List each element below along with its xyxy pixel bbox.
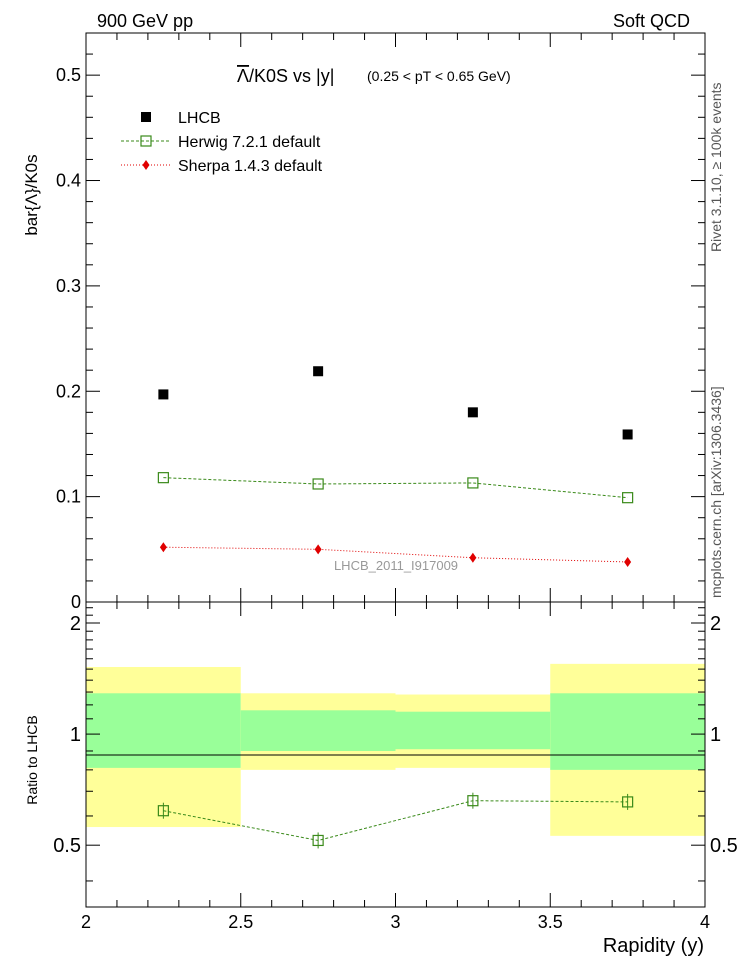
- main-series-0-point-3: [622, 429, 633, 440]
- ratio-xtick-label-3: 3.5: [538, 912, 563, 932]
- main-series-2-point-0: [159, 542, 167, 553]
- ratio-ytick-label-right-2: 2: [710, 613, 721, 635]
- main-ytick-label-1: 0.1: [56, 487, 81, 507]
- main-series-0-point-1: [313, 366, 324, 377]
- main-series-2-point-2: [469, 552, 477, 563]
- mcplots-label: mcplots.cern.ch [arXiv:1306.3436]: [708, 386, 724, 598]
- ratio-series-0-point-3: [622, 796, 634, 808]
- ratio-band-inner-3: [550, 693, 705, 770]
- legend: LHCB Herwig 7.2.1 default Sherpa 1.4.3 def…: [121, 110, 323, 175]
- main-ylabel: bar{Λ}/K0s: [22, 154, 41, 235]
- ratio-series-0-point-2: [467, 795, 479, 807]
- main-series-line-1: [163, 477, 628, 499]
- ratio-series-0-point-1: [312, 834, 324, 847]
- ratio-xtick-label-0: 2: [81, 912, 91, 932]
- main-series-2-point-3: [624, 556, 632, 567]
- main-series-1-point-3: [622, 492, 634, 504]
- main-ytick-label-5: 0.5: [56, 65, 81, 85]
- ratio-series-line-0: [163, 800, 628, 841]
- ratio-ytick-label-right-1: 1: [710, 724, 721, 746]
- chart-subtitle: (0.25 < pT < 0.65 GeV): [367, 68, 511, 84]
- header-right: Soft QCD: [613, 11, 690, 31]
- ratio-ylabel: Ratio to LHCB: [24, 715, 40, 804]
- main-series-1-point-1: [312, 478, 324, 490]
- ratio-band-inner-1: [240, 710, 396, 751]
- chart-title-rest: /K0S vs |y|: [249, 66, 334, 86]
- main-series-1-point-0: [157, 472, 169, 484]
- chart-title: Λ/K0S vs |y|: [237, 66, 334, 86]
- main-series-0-point-0: [158, 389, 169, 400]
- ratio-band-inner-0: [86, 693, 241, 768]
- legend-label-2: Sherpa 1.4.3 default: [178, 158, 323, 175]
- main-series-1-point-2: [467, 477, 479, 489]
- rivet-label: Rivet 3.1.10, ≥ 100k events: [708, 82, 724, 252]
- legend-marker-0: [141, 112, 151, 122]
- ratio-ytick-label-0: 0.5: [53, 835, 81, 857]
- legend-label-0: LHCB: [178, 110, 221, 127]
- main-ytick-label-2: 0.2: [56, 381, 81, 401]
- ratio-series-0-point-0: [157, 805, 169, 817]
- main-series-2-point-1: [314, 544, 322, 555]
- legend-marker-1: [140, 135, 152, 147]
- ratio-band-inner-2: [395, 711, 551, 750]
- ratio-ytick-label-2: 2: [70, 613, 81, 635]
- ratio-xtick-label-4: 4: [700, 912, 710, 932]
- main-series-line-2: [163, 546, 628, 563]
- ratio-xtick-label-1: 2.5: [228, 912, 253, 932]
- main-ytick-label-4: 0.4: [56, 171, 81, 191]
- main-ytick-label-0: 0: [71, 592, 81, 612]
- main-series-0-point-2: [467, 407, 478, 418]
- header-left: 900 GeV pp: [97, 11, 193, 31]
- ratio-ytick-label-right-0: 0.5: [710, 835, 738, 857]
- main-ytick-label-3: 0.3: [56, 276, 81, 296]
- legend-label-1: Herwig 7.2.1 default: [178, 134, 321, 151]
- ratio-xtick-label-2: 3: [390, 912, 400, 932]
- analysis-watermark: LHCB_2011_I917009: [334, 558, 458, 573]
- chart-title-bar: Λ: [237, 66, 249, 86]
- ratio-ytick-label-1: 1: [70, 724, 81, 746]
- xlabel: Rapidity (y): [603, 935, 704, 957]
- legend-marker-2: [142, 160, 150, 170]
